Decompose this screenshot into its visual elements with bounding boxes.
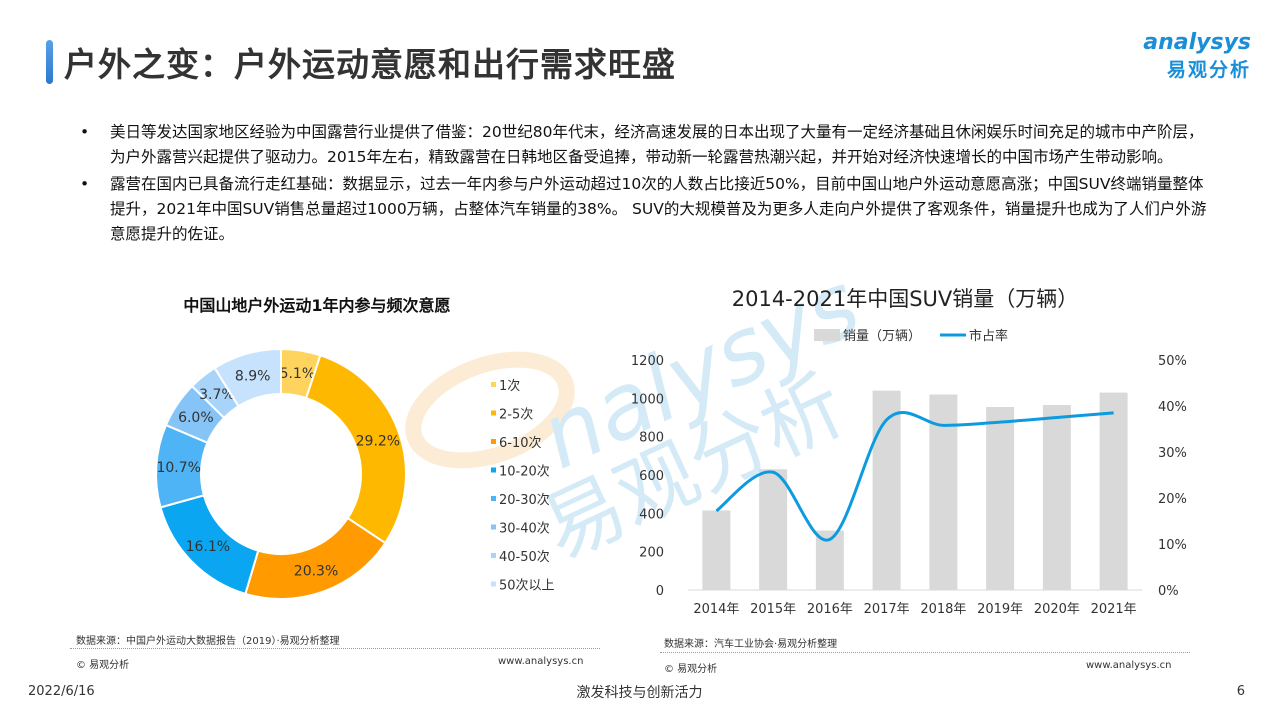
legend-label: 销量（万辆） — [843, 329, 921, 344]
title-accent-bar — [46, 40, 53, 84]
legend-label: 10-20次 — [499, 464, 550, 480]
x-tick-label: 2017年 — [864, 602, 910, 617]
x-tick-label: 2020年 — [1034, 602, 1080, 617]
y2-tick-label: 10% — [1158, 538, 1187, 553]
page-number: 6 — [1236, 684, 1245, 699]
y-tick-label: 1200 — [631, 354, 664, 369]
legend-label: 20-30次 — [499, 492, 550, 508]
legend-swatch — [491, 410, 496, 416]
legend-label: 30-40次 — [499, 521, 550, 537]
share-line — [715, 411, 1114, 542]
slice-label: 3.7% — [199, 387, 235, 403]
bar — [702, 510, 731, 590]
logo-cn: 易观分析 — [1166, 59, 1251, 81]
donut-copyright: © 易观分析 — [76, 660, 130, 671]
y-tick-label: 400 — [639, 507, 664, 522]
x-tick-label: 2018年 — [920, 602, 966, 617]
bar-source: 数据来源：汽车工业协会·易观分析整理 — [664, 639, 838, 650]
legend-swatch — [491, 496, 496, 501]
divider — [660, 652, 1190, 653]
slice-label: 10.7% — [156, 460, 200, 476]
y2-tick-label: 50% — [1158, 354, 1187, 369]
donut-slice — [213, 347, 282, 408]
legend-swatch — [491, 524, 496, 530]
x-tick-label: 2019年 — [977, 602, 1023, 617]
footer-date: 2022/6/16 — [28, 684, 95, 699]
y-tick-label: 0 — [656, 584, 664, 599]
legend-label: 1次 — [499, 378, 520, 394]
bar — [986, 406, 1015, 590]
bar-copyright: © 易观分析 — [664, 664, 718, 675]
x-tick-label: 2021年 — [1091, 602, 1137, 617]
bar — [929, 394, 958, 590]
bullet-list: 美日等发达国家地区经验为中国露营行业提供了借鉴：20世纪80年代末，经济高速发展… — [80, 120, 1210, 249]
y-tick-label: 200 — [639, 546, 664, 561]
donut-chart: 5.1% 29.2% 20.3% 16.1% 10.7% 6.0% 3.7%8.9% — [155, 347, 407, 600]
bullet-item: 美日等发达国家地区经验为中国露营行业提供了借鉴：20世纪80年代末，经济高速发展… — [80, 120, 1210, 170]
slice-label: 29.2% — [356, 433, 400, 449]
legend-swatch — [491, 382, 496, 387]
legend-label: 6-10次 — [499, 435, 542, 451]
bar — [1099, 392, 1128, 590]
legend-label: 50次以上 — [499, 578, 555, 594]
footer-slogan: 激发科技与创新活力 — [576, 685, 703, 701]
donut-website: www.analysys.cn — [498, 656, 584, 667]
y2-tick-label: 0% — [1158, 584, 1179, 599]
divider — [70, 648, 600, 649]
x-tick-label: 2014年 — [693, 602, 739, 617]
slice-label: 8.9% — [235, 368, 271, 384]
logo-en: analysys — [1143, 30, 1251, 55]
slice-label: 20.3% — [294, 563, 338, 579]
bar — [872, 390, 901, 590]
slice-label: 6.0% — [178, 410, 214, 426]
bar-website: www.analysys.cn — [1086, 660, 1172, 671]
slice-label: 5.1% — [280, 366, 316, 382]
y2-tick-label: 30% — [1158, 446, 1187, 461]
donut-source: 数据来源：中国户外运动大数据报告（2019）·易观分析整理 — [76, 636, 340, 647]
donut-slice — [244, 516, 387, 600]
y2-tick-label: 40% — [1158, 400, 1187, 415]
x-tick-label: 2015年 — [750, 602, 796, 617]
bar — [1042, 405, 1071, 590]
legend-swatch — [491, 439, 496, 444]
analysys-logo: analysys 易观分析 — [1143, 30, 1251, 82]
legend-swatch — [491, 553, 496, 558]
donut-legend: 1次 2-5次 6-10次 10-20次 20-30次 30-40次 40-50次 50次以上 — [491, 378, 555, 594]
y-tick-label: 600 — [639, 469, 664, 484]
bar-line-chart: 0 200 400 600 800 1000 1200 0% 10% 20% 30% 40% 50% 20… — [631, 328, 1187, 617]
donut-title: 中国山地户外运动1年内参与频次意愿 — [183, 296, 450, 315]
x-tick-label: 2016年 — [807, 602, 853, 617]
bar-chart-title: 2014-2021年中国SUV销量（万辆） — [732, 287, 1079, 311]
bullet-item: 露营在国内已具备流行走红基础：数据显示，过去一年内参与户外运动超过10次的人数占… — [80, 172, 1210, 247]
legend-label: 市占率 — [969, 328, 1008, 344]
y2-tick-label: 20% — [1158, 492, 1187, 507]
legend-swatch-bar — [814, 329, 840, 341]
legend-swatch — [491, 467, 496, 473]
donut-slice — [304, 354, 407, 545]
bar — [759, 469, 788, 590]
y-tick-label: 1000 — [631, 392, 664, 407]
page-title: 户外之变：户外运动意愿和出行需求旺盛 — [64, 45, 676, 84]
legend-label: 2-5次 — [499, 407, 533, 423]
legend-label: 40-50次 — [499, 549, 550, 565]
y-tick-label: 800 — [639, 431, 664, 446]
legend-swatch — [491, 581, 496, 587]
slice-label: 16.1% — [186, 539, 230, 555]
